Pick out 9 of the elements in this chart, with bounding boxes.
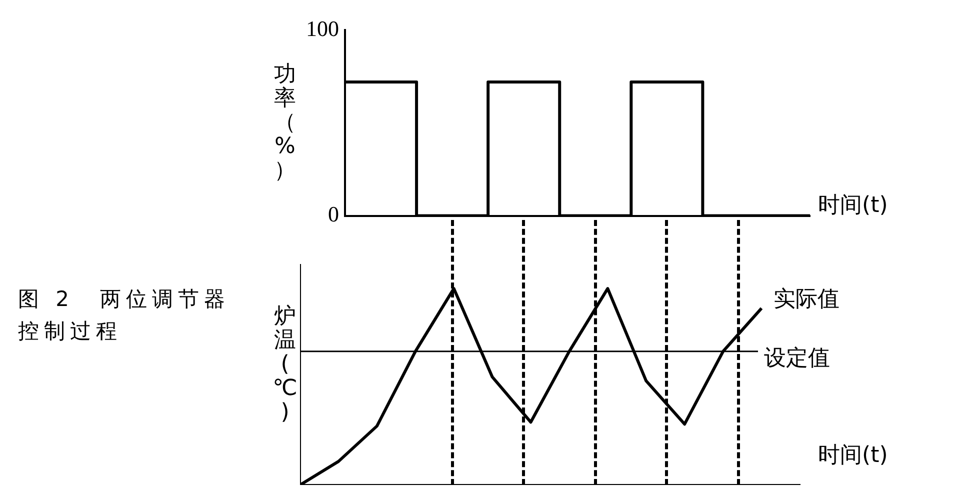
x-axis-title: 时间(t) (818, 442, 888, 470)
ref-line-label: 设定值 (764, 346, 830, 372)
y-axis-title: 功率（%） (273, 62, 297, 182)
y-tick-label: 100 (306, 16, 339, 41)
y-axis-title: 炉温(℃) (272, 304, 298, 425)
y-tick-label: 0 (328, 202, 339, 227)
caption: 图 2 两位调节器控制过程 (18, 286, 232, 345)
series-label: 实际值 (774, 286, 840, 312)
x-axis-title: 时间(t) (818, 192, 888, 220)
